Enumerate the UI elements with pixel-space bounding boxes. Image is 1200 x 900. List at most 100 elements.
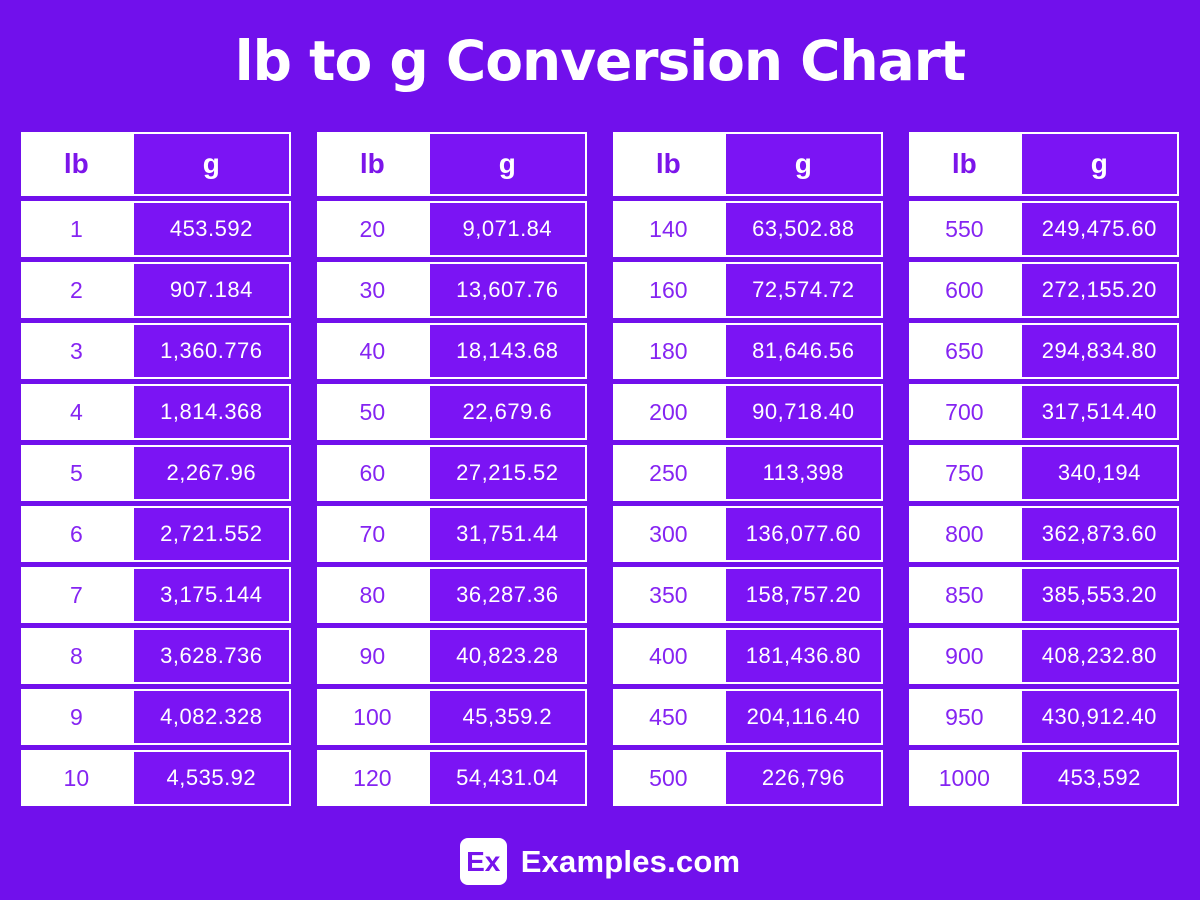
g-value-cell: 90,718.40 bbox=[723, 384, 883, 441]
lb-value-cell: 140 bbox=[613, 201, 724, 258]
lb-value-cell: 1000 bbox=[909, 750, 1020, 807]
lb-value-cell: 70 bbox=[317, 506, 428, 563]
conversion-table-4: lb g 550 249,475.60 600 272,155.20 650 294,834.… bbox=[909, 127, 1179, 811]
g-value-cell: 36,287.36 bbox=[427, 567, 587, 624]
conversion-table-1: lb g 1 453.592 2 907.184 3 1,360.776 4 1,814.368 5… bbox=[21, 127, 291, 811]
g-header-cell: g bbox=[723, 132, 883, 197]
g-value-cell: 226,796 bbox=[723, 750, 883, 807]
table-row: 60 27,215.52 bbox=[317, 445, 587, 502]
table-header-row: lb g bbox=[613, 132, 883, 197]
lb-value-cell: 500 bbox=[613, 750, 724, 807]
table-row: 250 113,398 bbox=[613, 445, 883, 502]
lb-value-cell: 100 bbox=[317, 689, 428, 746]
table-header-row: lb g bbox=[909, 132, 1179, 197]
table-row: 7 3,175.144 bbox=[21, 567, 291, 624]
table-row: 950 430,912.40 bbox=[909, 689, 1179, 746]
brand-footer: Ex Examples.com bbox=[21, 838, 1179, 886]
g-value-cell: 158,757.20 bbox=[723, 567, 883, 624]
lb-value-cell: 30 bbox=[317, 262, 428, 319]
lb-value-cell: 7 bbox=[21, 567, 132, 624]
g-value-cell: 453.592 bbox=[131, 201, 291, 258]
lb-value-cell: 50 bbox=[317, 384, 428, 441]
g-value-cell: 181,436.80 bbox=[723, 628, 883, 685]
table-header-row: lb g bbox=[317, 132, 587, 197]
lb-value-cell: 4 bbox=[21, 384, 132, 441]
lb-value-cell: 250 bbox=[613, 445, 724, 502]
table-row: 10 4,535.92 bbox=[21, 750, 291, 807]
conversion-table-3: lb g 140 63,502.88 160 72,574.72 180 81,646.56 2… bbox=[613, 127, 883, 811]
g-value-cell: 13,607.76 bbox=[427, 262, 587, 319]
table-row: 800 362,873.60 bbox=[909, 506, 1179, 563]
lb-value-cell: 750 bbox=[909, 445, 1020, 502]
table-row: 900 408,232.80 bbox=[909, 628, 1179, 685]
g-value-cell: 2,267.96 bbox=[131, 445, 291, 502]
lb-value-cell: 40 bbox=[317, 323, 428, 380]
g-value-cell: 3,175.144 bbox=[131, 567, 291, 624]
lb-value-cell: 850 bbox=[909, 567, 1020, 624]
table-row: 50 22,679.6 bbox=[317, 384, 587, 441]
table-row: 5 2,267.96 bbox=[21, 445, 291, 502]
g-value-cell: 22,679.6 bbox=[427, 384, 587, 441]
lb-value-cell: 6 bbox=[21, 506, 132, 563]
g-value-cell: 2,721.552 bbox=[131, 506, 291, 563]
table-row: 30 13,607.76 bbox=[317, 262, 587, 319]
g-value-cell: 40,823.28 bbox=[427, 628, 587, 685]
table-row: 1000 453,592 bbox=[909, 750, 1179, 807]
g-value-cell: 18,143.68 bbox=[427, 323, 587, 380]
table-row: 200 90,718.40 bbox=[613, 384, 883, 441]
g-value-cell: 204,116.40 bbox=[723, 689, 883, 746]
lb-header-cell: lb bbox=[317, 132, 428, 197]
table-header-row: lb g bbox=[21, 132, 291, 197]
g-header-cell: g bbox=[131, 132, 291, 197]
table-row: 450 204,116.40 bbox=[613, 689, 883, 746]
table-row: 300 136,077.60 bbox=[613, 506, 883, 563]
g-value-cell: 31,751.44 bbox=[427, 506, 587, 563]
g-value-cell: 453,592 bbox=[1019, 750, 1179, 807]
g-value-cell: 385,553.20 bbox=[1019, 567, 1179, 624]
table-row: 600 272,155.20 bbox=[909, 262, 1179, 319]
table-row: 20 9,071.84 bbox=[317, 201, 587, 258]
table-row: 8 3,628.736 bbox=[21, 628, 291, 685]
table-row: 550 249,475.60 bbox=[909, 201, 1179, 258]
table-row: 6 2,721.552 bbox=[21, 506, 291, 563]
lb-value-cell: 950 bbox=[909, 689, 1020, 746]
table-row: 120 54,431.04 bbox=[317, 750, 587, 807]
table-row: 400 181,436.80 bbox=[613, 628, 883, 685]
table-row: 180 81,646.56 bbox=[613, 323, 883, 380]
g-value-cell: 45,359.2 bbox=[427, 689, 587, 746]
g-header-cell: g bbox=[427, 132, 587, 197]
lb-value-cell: 180 bbox=[613, 323, 724, 380]
g-value-cell: 4,535.92 bbox=[131, 750, 291, 807]
table-row: 350 158,757.20 bbox=[613, 567, 883, 624]
table-row: 500 226,796 bbox=[613, 750, 883, 807]
table-row: 80 36,287.36 bbox=[317, 567, 587, 624]
lb-value-cell: 90 bbox=[317, 628, 428, 685]
g-header-cell: g bbox=[1019, 132, 1179, 197]
brand-logo-text: Ex bbox=[466, 845, 501, 877]
conversion-table-2: lb g 20 9,071.84 30 13,607.76 40 18,143.68 50 22,… bbox=[317, 127, 587, 811]
table-row: 70 31,751.44 bbox=[317, 506, 587, 563]
lb-value-cell: 160 bbox=[613, 262, 724, 319]
g-value-cell: 1,814.368 bbox=[131, 384, 291, 441]
page-title: lb to g Conversion Chart bbox=[234, 29, 966, 93]
lb-value-cell: 80 bbox=[317, 567, 428, 624]
lb-header-cell: lb bbox=[613, 132, 724, 197]
lb-value-cell: 9 bbox=[21, 689, 132, 746]
table-row: 9 4,082.328 bbox=[21, 689, 291, 746]
lb-value-cell: 10 bbox=[21, 750, 132, 807]
table-row: 100 45,359.2 bbox=[317, 689, 587, 746]
g-value-cell: 340,194 bbox=[1019, 445, 1179, 502]
brand-logo: Ex bbox=[459, 838, 507, 886]
lb-value-cell: 200 bbox=[613, 384, 724, 441]
g-value-cell: 113,398 bbox=[723, 445, 883, 502]
g-value-cell: 408,232.80 bbox=[1019, 628, 1179, 685]
table-row: 140 63,502.88 bbox=[613, 201, 883, 258]
g-value-cell: 9,071.84 bbox=[427, 201, 587, 258]
brand-name: Examples.com bbox=[520, 843, 741, 879]
g-value-cell: 1,360.776 bbox=[131, 323, 291, 380]
table-row: 750 340,194 bbox=[909, 445, 1179, 502]
lb-value-cell: 5 bbox=[21, 445, 132, 502]
table-row: 1 453.592 bbox=[21, 201, 291, 258]
lb-value-cell: 900 bbox=[909, 628, 1020, 685]
lb-value-cell: 20 bbox=[317, 201, 428, 258]
